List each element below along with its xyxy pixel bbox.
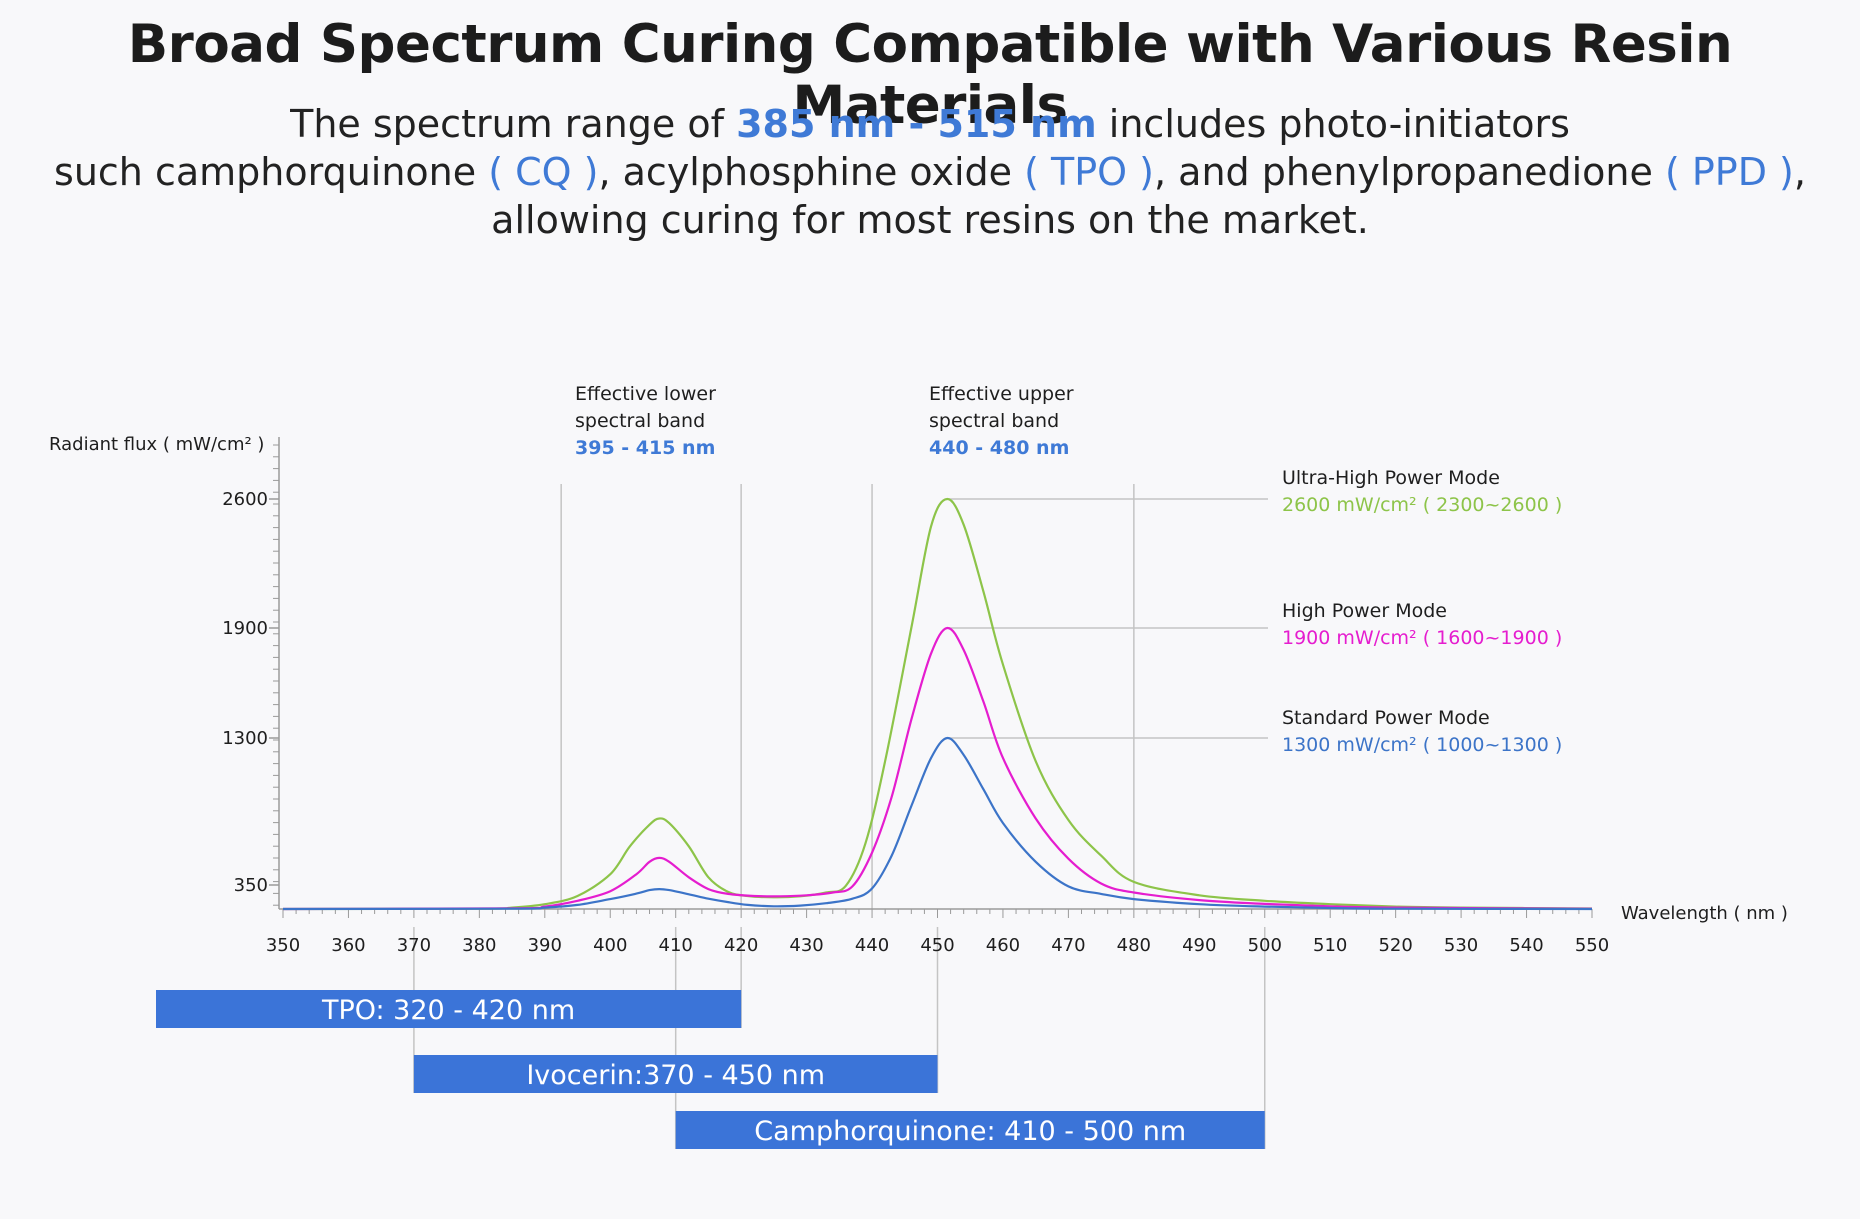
photoinitiator-bar <box>413 1055 938 1093</box>
mode-title: High Power Mode <box>1282 600 1447 622</box>
photoinitiator-bar <box>675 1111 1265 1149</box>
x-tick-label: 380 <box>462 935 496 956</box>
photoinitiator-label: Ivocerin:370 - 450 nm <box>526 1060 825 1091</box>
x-tick-label: 410 <box>659 935 693 956</box>
photoinitiator-label: Camphorquinone: 410 - 500 nm <box>754 1116 1186 1147</box>
band-title-line2: spectral band <box>929 410 1059 432</box>
photoinitiator-bar <box>156 990 742 1028</box>
intro-line-3: allowing curing for most resins on the m… <box>491 198 1369 242</box>
y-tick-label: 1300 <box>222 728 268 749</box>
tpo-highlight: ( TPO ) <box>1024 150 1154 194</box>
series-line-standard <box>282 736 1593 911</box>
intro-text: , <box>1793 150 1806 194</box>
x-tick-label: 510 <box>1313 935 1347 956</box>
x-tick-label: 370 <box>397 935 431 956</box>
x-tick-label: 490 <box>1182 935 1216 956</box>
intro-text: The spectrum range of <box>290 102 737 146</box>
y-tick-label: 1900 <box>222 618 268 639</box>
x-axis-title: Wavelength ( nm ) <box>1621 903 1788 924</box>
mode-title: Ultra-High Power Mode <box>1282 467 1500 489</box>
intro-line-1: The spectrum range of 385 nm - 515 nm in… <box>0 100 1860 148</box>
x-tick-label: 450 <box>920 935 954 956</box>
photoinitiator-label: TPO: 320 - 420 nm <box>321 995 575 1026</box>
intro-text: , acylphosphine oxide <box>598 150 1025 194</box>
x-tick-label: 460 <box>986 935 1020 956</box>
page-title: Broad Spectrum Curing Compatible with Va… <box>127 14 1733 136</box>
mode-value-label: 1900 mW/cm² ( 1600~1900 ) <box>1282 627 1562 649</box>
x-tick-label: 540 <box>1509 935 1543 956</box>
y-tick-label: 350 <box>234 875 268 896</box>
intro-paragraph: The spectrum range of 385 nm - 515 nm in… <box>0 100 1860 244</box>
x-tick-label: 440 <box>855 935 889 956</box>
x-tick-label: 470 <box>1051 935 1085 956</box>
ppd-highlight: ( PPD ) <box>1664 150 1794 194</box>
x-tick-label: 360 <box>331 935 365 956</box>
band-range-label: 395 - 415 nm <box>575 437 715 459</box>
spectral-band-lines <box>560 484 1135 909</box>
intro-line-2: such camphorquinone ( CQ ), acylphosphin… <box>0 148 1860 196</box>
y-axis-title: Radiant flux ( mW/cm² ) <box>49 434 264 455</box>
x-tick-label: 350 <box>266 935 300 956</box>
band-title-line1: Effective upper <box>929 383 1074 405</box>
x-tick-label: 400 <box>593 935 627 956</box>
x-tick-label: 520 <box>1378 935 1412 956</box>
series-line-high <box>282 626 1593 911</box>
x-tick-label: 530 <box>1444 935 1478 956</box>
intro-text: , and phenylpropanedione <box>1154 150 1665 194</box>
photoinitiator-ranges: TPO: 320 - 420 nm Ivocerin:370 - 450 nm Ca… <box>156 990 1265 1149</box>
x-tick-label: 500 <box>1248 935 1282 956</box>
x-tick-label: 390 <box>528 935 562 956</box>
curve-peak-connectors <box>413 498 1268 1149</box>
band-title-line2: spectral band <box>575 410 705 432</box>
y-tick-label: 2600 <box>222 489 268 510</box>
intro-text: includes photo-initiators <box>1096 102 1570 146</box>
spectrum-range-highlight: 385 nm - 515 nm <box>736 102 1097 146</box>
cq-highlight: ( CQ ) <box>488 150 599 194</box>
x-tick-label: 420 <box>724 935 758 956</box>
band-range-label: 440 - 480 nm <box>929 437 1069 459</box>
mode-value-label: 2600 mW/cm² ( 2300~2600 ) <box>1282 494 1562 516</box>
band-title-line1: Effective lower <box>575 383 716 405</box>
chart-axes: 350 1300 1900 2600 Radiant flux ( mW/cm² ) 35… <box>49 434 1788 956</box>
mode-value-label: 1300 mW/cm² ( 1000~1300 ) <box>1282 734 1562 756</box>
chart-series <box>282 497 1593 911</box>
chart-annotations: Effective lower spectral band 395 - 415 nm… <box>575 383 1562 756</box>
series-line-ultra <box>282 497 1593 911</box>
x-tick-label: 550 <box>1575 935 1609 956</box>
mode-title: Standard Power Mode <box>1282 707 1490 729</box>
intro-text: such camphorquinone <box>54 150 489 194</box>
x-tick-label: 430 <box>789 935 823 956</box>
x-tick-label: 480 <box>1117 935 1151 956</box>
